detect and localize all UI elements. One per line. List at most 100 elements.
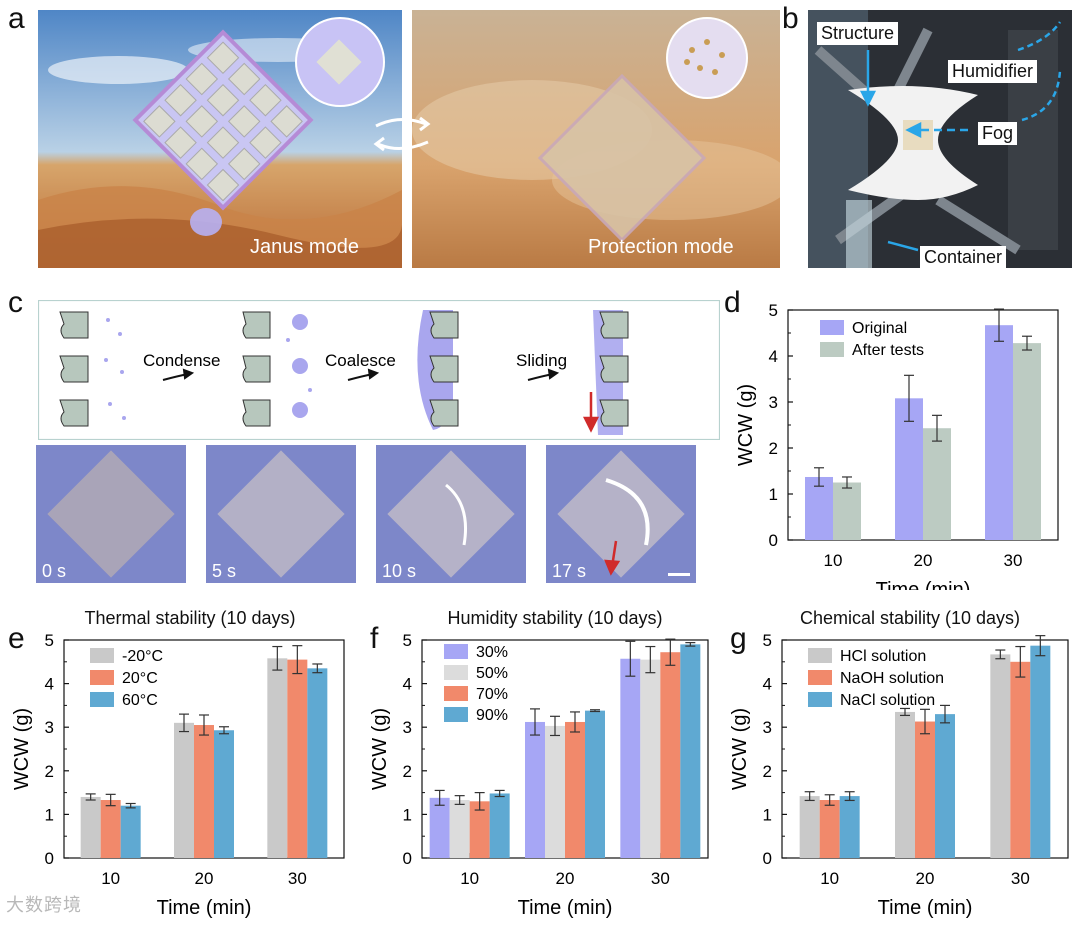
chart-d: 0 1 2 3 4 5 WCW (g) Time (min) 10 20 30 Original Aft… <box>735 301 1059 590</box>
y-axis-label: WCW (g) <box>729 708 751 790</box>
panel-letter-c: c <box>8 286 23 319</box>
bar <box>833 482 861 540</box>
panel-letter-d: d <box>724 286 741 319</box>
y-tick-label: 5 <box>403 631 412 650</box>
legend-swatch <box>808 648 832 663</box>
chart-title-e: Thermal stability (10 days) <box>84 608 296 628</box>
bar <box>585 710 605 858</box>
bar <box>120 805 141 858</box>
error-bar <box>219 726 229 735</box>
droplet-schematic: Condense Coalesce Sliding <box>38 300 720 440</box>
legend-label: Original <box>852 320 907 337</box>
chart-e: 0 1 2 3 4 5 WCW (g) Time (min) 10 20 30 -20°C 20°C 60… <box>11 631 345 919</box>
bar <box>985 325 1013 540</box>
y-tick-label: 4 <box>403 675 412 694</box>
bar <box>990 654 1011 858</box>
x-tick-label: 20 <box>195 869 214 888</box>
bar <box>640 659 661 858</box>
axes: 0 1 2 3 4 5 WCW (g) Time (min) 10 20 30 <box>11 631 345 919</box>
legend-swatch <box>90 670 114 685</box>
bar <box>915 721 935 858</box>
bar <box>267 658 288 858</box>
x-tick-label: 10 <box>824 551 843 570</box>
error-bar <box>590 709 600 713</box>
error-bar <box>125 802 136 809</box>
bar <box>214 730 234 858</box>
x-axis-label: Time (min) <box>878 897 973 919</box>
error-bar <box>994 308 1004 342</box>
error-bar <box>292 645 303 675</box>
chart-title-f: Humidity stability (10 days) <box>447 608 663 628</box>
legend-swatch <box>444 707 468 722</box>
time-label-3: 17 s <box>552 561 586 581</box>
bar <box>80 796 101 858</box>
container-label: Container <box>920 246 1007 269</box>
error-bar <box>625 640 636 677</box>
y-tick-label: 5 <box>769 301 778 320</box>
bar <box>449 800 470 858</box>
legend-swatch <box>90 648 114 663</box>
legend: HCl solution NaOH solution NaCl solution <box>808 648 944 709</box>
x-tick-label: 20 <box>556 869 575 888</box>
bar <box>895 398 923 540</box>
x-axis-label: Time (min) <box>518 897 613 919</box>
chart-title-g: Chemical stability (10 days) <box>799 608 1021 628</box>
y-tick-label: 1 <box>763 805 772 824</box>
janus-mode-illustration <box>38 10 402 268</box>
bar <box>100 800 121 858</box>
y-tick-label: 2 <box>403 762 412 781</box>
bar <box>429 797 450 858</box>
axes: 0 1 2 3 4 5 WCW (g) Time (min) 10 20 30 <box>729 631 1069 919</box>
error-bar <box>645 645 656 674</box>
legend-swatch <box>820 320 844 335</box>
panel-letter-g: g <box>730 622 747 655</box>
error-bar <box>1015 645 1026 678</box>
humidifier-label: Humidifier <box>948 60 1038 83</box>
error-bar <box>842 476 852 489</box>
error-bar <box>454 795 465 805</box>
panel-letter-e: e <box>8 622 25 655</box>
x-axis-label: Time (min) <box>157 897 252 919</box>
x-tick-label: 10 <box>820 869 839 888</box>
y-tick-label: 2 <box>769 439 778 458</box>
error-bar <box>1035 635 1046 657</box>
error-bar <box>685 642 696 647</box>
y-tick-label: 2 <box>45 762 54 781</box>
bar <box>194 725 214 858</box>
bar <box>923 428 951 540</box>
y-tick-label: 0 <box>769 531 778 550</box>
bar <box>287 659 308 858</box>
x-tick-label: 30 <box>651 869 670 888</box>
legend-label: 50% <box>476 665 508 682</box>
error-bar <box>920 708 930 735</box>
bar <box>839 796 860 858</box>
time-label-2: 10 s <box>382 561 416 581</box>
step-coalesce: Coalesce <box>325 351 396 370</box>
axes: 0 1 2 3 4 5 WCW (g) Time (min) 10 20 30 <box>369 631 709 919</box>
y-axis-label: WCW (g) <box>369 708 391 790</box>
watermark: 大数跨境 <box>6 895 82 915</box>
setup-photo <box>808 10 1072 268</box>
y-tick-label: 4 <box>763 675 772 694</box>
x-tick-label: 10 <box>101 869 120 888</box>
y-tick-label: 4 <box>45 675 54 694</box>
legend-swatch <box>808 670 832 685</box>
y-tick-label: 1 <box>769 485 778 504</box>
legend: Original After tests <box>820 320 924 359</box>
bar <box>895 711 915 858</box>
y-tick-label: 2 <box>763 762 772 781</box>
error-bar <box>814 467 824 487</box>
step-sliding: Sliding <box>516 351 567 370</box>
bar <box>545 725 565 858</box>
error-bar <box>312 663 323 674</box>
bar <box>1010 661 1031 858</box>
legend-swatch <box>444 665 468 680</box>
sliding-photos: 0 s 5 s 10 s 17 s <box>36 445 696 583</box>
legend-label: NaOH solution <box>840 670 944 687</box>
x-tick-label: 10 <box>460 869 479 888</box>
error-bar <box>824 794 835 806</box>
panel-letter-b: b <box>782 2 799 35</box>
y-tick-label: 5 <box>45 631 54 650</box>
axes: 0 1 2 3 4 5 WCW (g) Time (min) 10 20 30 <box>735 301 1059 590</box>
x-tick-label: 30 <box>1011 869 1030 888</box>
